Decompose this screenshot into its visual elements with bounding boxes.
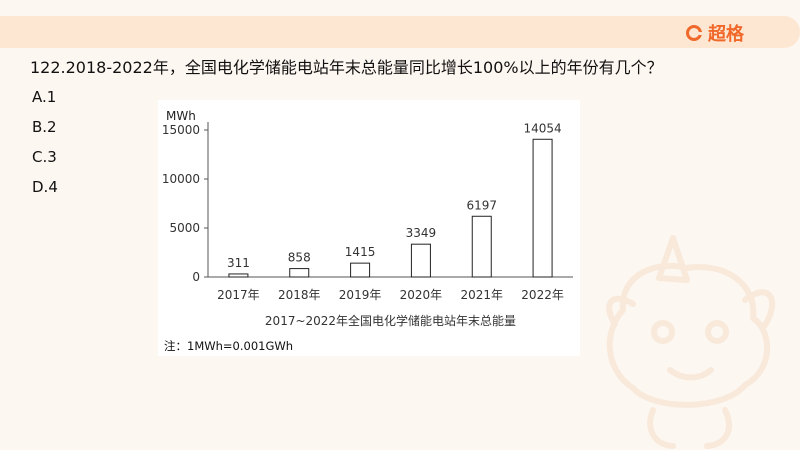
- chart-note: 注：1MWh=0.001GWh: [164, 339, 293, 353]
- data-label: 3349: [406, 226, 437, 240]
- brand-logo-text: 超格: [708, 24, 744, 45]
- y-tick-label: 5000: [169, 221, 200, 235]
- data-label: 311: [227, 256, 250, 270]
- bar: [228, 273, 249, 278]
- x-tick-label: 2020年: [400, 288, 443, 302]
- option-a[interactable]: A.1: [32, 88, 57, 106]
- x-tick-label: 2021年: [460, 288, 503, 302]
- bar-chart: MWh 0 5000 10000 15000 311 2017年 858 2018年 1415 20…: [162, 109, 573, 353]
- y-tick-label: 0: [192, 270, 200, 284]
- bar: [410, 243, 431, 278]
- option-b[interactable]: B.2: [32, 118, 57, 136]
- mascot-illustration: [606, 235, 775, 449]
- data-label: 1415: [345, 245, 376, 259]
- brand-logo-icon: [686, 25, 702, 41]
- data-label: 6197: [466, 198, 497, 212]
- brand-logo[interactable]: 超格: [686, 20, 744, 46]
- chart-card: MWh 0 5000 10000 15000 311 2017年 858 2018年 1415 20…: [158, 100, 580, 356]
- y-tick-label: 10000: [162, 172, 200, 186]
- x-tick-label: 2022年: [521, 288, 564, 302]
- x-tick-label: 2018年: [278, 288, 321, 302]
- option-d[interactable]: D.4: [32, 178, 58, 196]
- y-tick-label: 15000: [162, 123, 200, 137]
- data-label: 858: [288, 251, 311, 265]
- bar: [532, 138, 553, 278]
- header-bar: [0, 16, 800, 48]
- x-tick-label: 2017年: [217, 288, 260, 302]
- bar: [350, 262, 371, 278]
- question-text: 122.2018-2022年，全国电化学储能电站年末总能量同比增长100%以上的…: [30, 58, 663, 77]
- x-tick-label: 2019年: [339, 288, 382, 302]
- bar: [289, 268, 310, 278]
- data-label: 14054: [523, 121, 561, 135]
- bar: [471, 215, 492, 278]
- option-c[interactable]: C.3: [32, 148, 57, 166]
- y-axis-label: MWh: [166, 109, 196, 123]
- chart-title: 2017~2022年全国电化学储能电站年末总能量: [265, 313, 516, 328]
